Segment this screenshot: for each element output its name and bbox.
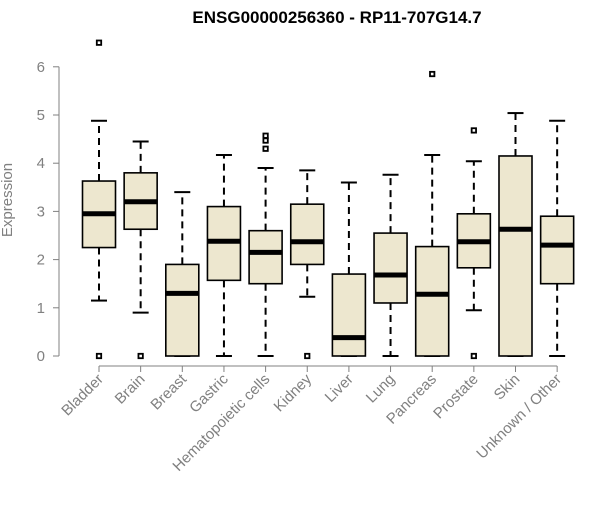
box-group [81, 39, 117, 360]
box-group [248, 132, 283, 357]
y-axis-label: Expression [0, 163, 16, 237]
box-group [123, 140, 158, 360]
box-group [331, 181, 367, 357]
outlier-point [262, 137, 269, 144]
y-tick-label: 0 [37, 348, 45, 365]
x-tick-label: Kidney [271, 370, 316, 415]
outlier-point [137, 352, 144, 360]
x-tick-label: Liver [322, 371, 357, 406]
x-tick-label: Breast [147, 370, 190, 413]
outlier-point [95, 39, 103, 46]
outlier-point [470, 352, 477, 360]
box-series [81, 39, 575, 360]
x-tick-label: Lung [363, 371, 399, 407]
x-tick-label: Skin [491, 371, 524, 404]
outlier-point [262, 145, 269, 152]
chart-title: ENSG00000256360 - RP11-707G14.7 [192, 8, 481, 27]
y-axis: 0 1 2 3 4 5 6 [37, 59, 60, 365]
iqr-box [248, 229, 283, 285]
box-group [165, 191, 200, 357]
y-tick-label: 6 [37, 59, 45, 76]
box-group [206, 154, 242, 357]
y-tick-label: 5 [37, 107, 45, 124]
box-group [539, 119, 575, 357]
iqr-box [498, 155, 533, 357]
y-tick-label: 2 [37, 252, 45, 269]
iqr-box [165, 263, 200, 357]
x-tick-label: Bladder [58, 371, 107, 420]
iqr-box [414, 245, 450, 357]
y-tick-label: 4 [37, 155, 45, 172]
box-group [498, 112, 533, 357]
box-group [456, 127, 492, 360]
iqr-box [373, 232, 408, 304]
box-group [414, 70, 450, 357]
y-tick-label: 1 [37, 300, 45, 317]
outlier-point [470, 127, 477, 134]
x-tick-label: Prostate [430, 371, 482, 423]
outlier-point [304, 352, 311, 360]
box-group [289, 169, 325, 360]
outlier-point [95, 352, 103, 360]
iqr-box [539, 215, 575, 285]
iqr-box [289, 203, 325, 266]
x-tick-label: Brain [112, 371, 149, 408]
iqr-box [331, 273, 367, 357]
y-tick-label: 3 [37, 203, 45, 220]
outlier-point [262, 132, 269, 139]
outlier-point [429, 70, 436, 78]
box-group [373, 173, 408, 357]
